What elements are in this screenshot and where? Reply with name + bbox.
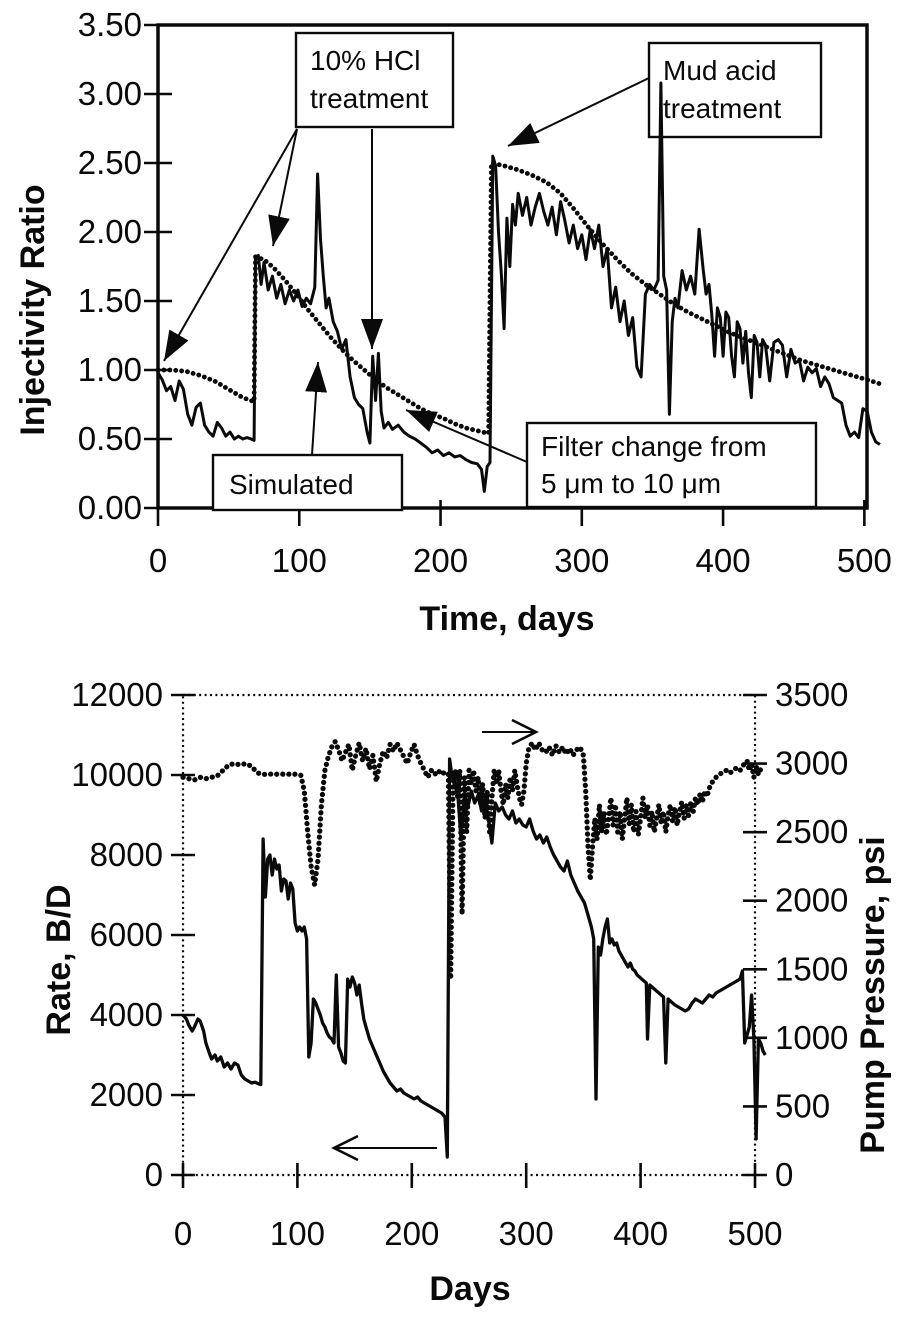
left-y-tick-label: 12000 — [71, 676, 163, 713]
x-tick-label: 400 — [696, 542, 751, 579]
y-tick-label: 2.00 — [78, 213, 142, 250]
injectivity-ratio-chart: 0 100 200 300 400 500 0.00 0.50 1.00 1.50 2.00 2.50… — [14, 6, 892, 638]
right-y-tick-label: 2500 — [775, 813, 848, 850]
annotation-text: Mud acid — [663, 55, 777, 86]
x-tick-label: 500 — [727, 1215, 782, 1252]
x-tick-label: 300 — [554, 542, 609, 579]
annotation-box — [294, 31, 455, 129]
annotation-text: 10% HCl — [310, 45, 420, 76]
hcl-arrow-1 — [163, 128, 298, 362]
y-tick-label: 0.50 — [78, 420, 142, 457]
right-y-axis-title: Pump Pressure, psi — [854, 836, 892, 1153]
rate-pressure-chart: 0 100 200 300 400 500020004000600080001000012… — [40, 676, 892, 1308]
left-y-axis-title: Rate, B/D — [40, 884, 78, 1035]
right-y-tick-label: 500 — [775, 1087, 830, 1124]
annotation-mud-acid-treatment: Mud acid treatment — [647, 41, 823, 139]
left-y-tick-label: 8000 — [90, 836, 163, 873]
annotation-text: Simulated — [229, 469, 354, 500]
hcl-arrow-2 — [268, 128, 298, 247]
rate-curve — [181, 757, 767, 1159]
plot-frame — [156, 23, 869, 510]
simulated-arrow — [305, 361, 328, 456]
filter-change-arrow — [405, 409, 528, 463]
x-tick-label: 400 — [613, 1215, 668, 1252]
right-y-tick-label: 1000 — [775, 1019, 848, 1056]
x-tick-label: 100 — [270, 1215, 325, 1252]
axis-pointer-arrows — [331, 718, 539, 1162]
y-axis-title: Injectivity Ratio — [14, 184, 52, 435]
annotation-text: treatment — [663, 93, 781, 124]
left-y-tick-label: 4000 — [90, 996, 163, 1033]
x-tick-label: 0 — [149, 542, 167, 579]
right-y-tick-label: 2000 — [775, 882, 848, 919]
left-y-tick-label: 0 — [145, 1156, 163, 1193]
annotation-text: 5 μm to 10 μm — [541, 468, 721, 499]
x-tick-label: 200 — [413, 542, 468, 579]
annotation-box — [525, 421, 818, 509]
axis-tick-labels: 0 100 200 300 400 500 0.00 0.50 1.00 1.50 2.00 2.50… — [78, 6, 892, 579]
annotation-box — [211, 453, 404, 512]
y-tick-label: 1.00 — [78, 351, 142, 388]
annotation-simulated: Simulated — [211, 453, 404, 512]
x-tick-label: 500 — [837, 542, 892, 579]
x-tick-label: 100 — [272, 542, 327, 579]
right-y-tick-label: 1500 — [775, 950, 848, 987]
x-axis-title: Days — [429, 1270, 510, 1308]
annotation-arrows — [163, 77, 650, 463]
y-tick-label: 2.50 — [78, 144, 142, 181]
left-y-tick-label: 6000 — [90, 916, 163, 953]
annotation-text: treatment — [310, 83, 428, 114]
left-y-tick-label: 10000 — [71, 756, 163, 793]
pump-pressure-curve — [180, 738, 764, 982]
y-tick-label: 0.00 — [78, 489, 142, 526]
simulated-curve — [155, 160, 883, 436]
mud-acid-arrow — [507, 77, 650, 147]
annotation-box — [647, 41, 823, 139]
right-y-tick-label: 0 — [775, 1156, 793, 1193]
y-tick-label: 1.50 — [78, 282, 142, 319]
right-y-tick-label: 3000 — [775, 745, 848, 782]
y-tick-label: 3.00 — [78, 75, 142, 112]
x-tick-label: 300 — [499, 1215, 554, 1252]
y-tick-label: 3.50 — [78, 6, 142, 43]
x-tick-label: 0 — [174, 1215, 192, 1252]
x-tick-label: 200 — [384, 1215, 439, 1252]
annotation-hcl-treatment: 10% HCl treatment — [294, 31, 455, 129]
left-y-tick-label: 2000 — [90, 1076, 163, 1113]
right-y-tick-label: 3500 — [775, 676, 848, 713]
annotation-text: Filter change from — [541, 431, 767, 462]
annotation-filter-change: Filter change from 5 μm to 10 μm — [525, 421, 818, 509]
measured-curve — [156, 81, 881, 493]
plot-frame — [181, 693, 757, 1177]
x-axis-title: Time, days — [419, 600, 594, 638]
axis-tick-labels: 0 100 200 300 400 500020004000600080001000012… — [71, 676, 848, 1252]
